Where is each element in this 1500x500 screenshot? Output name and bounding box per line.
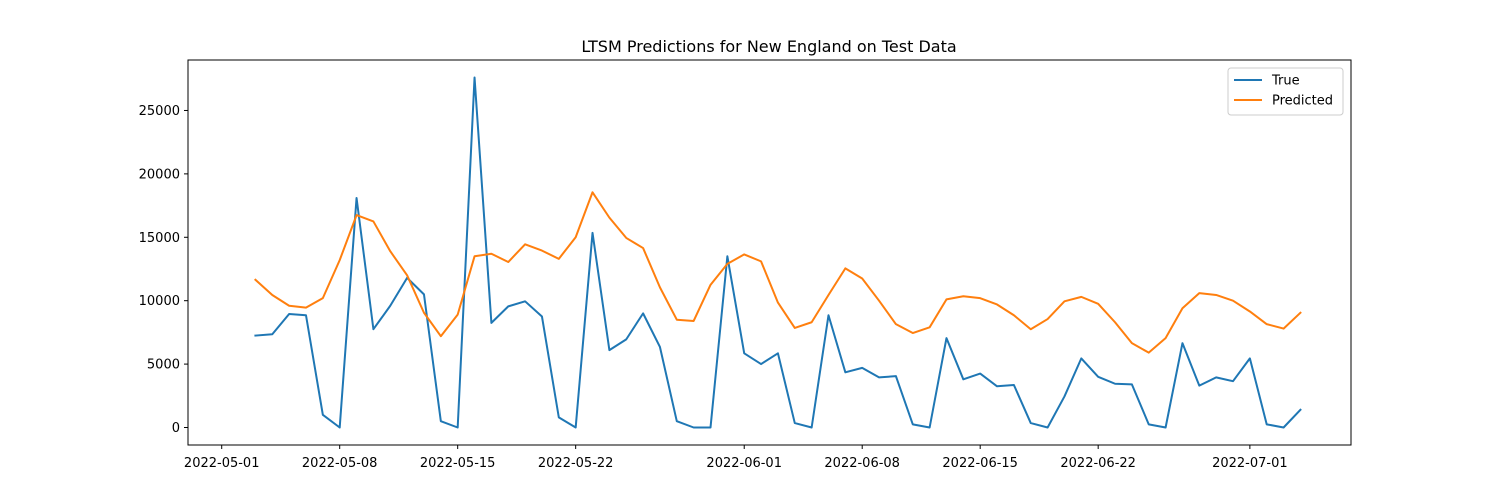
x-tick-label: 2022-06-15 — [942, 456, 1018, 471]
axes: 0 5000 10000 15000 20000 25000 2022-05-01 2022-… — [139, 104, 1288, 471]
series-group — [254, 76, 1302, 429]
legend: True Predicted — [1227, 67, 1344, 116]
series-line-predicted — [254, 191, 1302, 354]
x-tick-label: 2022-05-08 — [302, 456, 378, 471]
x-tick-label: 2022-06-08 — [824, 456, 900, 471]
y-tick-label: 20000 — [139, 167, 180, 182]
y-tick-label: 15000 — [139, 231, 180, 246]
x-tick-label: 2022-06-01 — [706, 456, 782, 471]
y-tick-label: 0 — [172, 421, 180, 436]
y-tick-label: 10000 — [139, 294, 180, 309]
x-tick-label: 2022-05-01 — [184, 456, 260, 471]
y-tick-label: 25000 — [139, 104, 180, 119]
x-tick-label: 2022-07-01 — [1212, 456, 1288, 471]
x-tick-label: 2022-06-22 — [1060, 456, 1136, 471]
x-tick-label: 2022-05-15 — [420, 456, 496, 471]
series-line-true — [254, 76, 1302, 429]
legend-label-predicted: Predicted — [1272, 94, 1333, 109]
x-tick-label: 2022-05-22 — [538, 456, 614, 471]
legend-label-true: True — [1271, 74, 1300, 89]
y-tick-label: 5000 — [147, 358, 180, 373]
plot-frame — [187, 59, 1352, 446]
chart-title: LTSM Predictions for New England on Test… — [581, 37, 956, 56]
